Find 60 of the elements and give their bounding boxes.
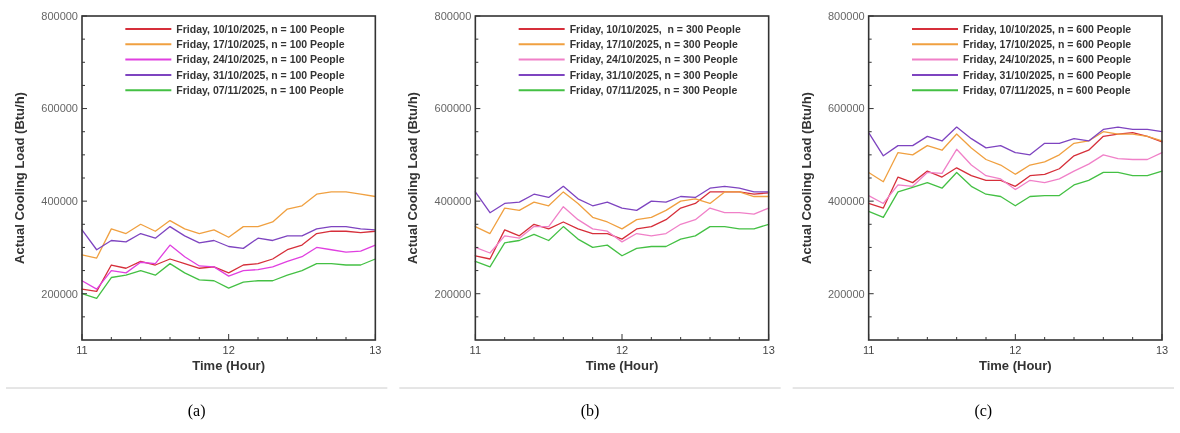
line-series [474,206,770,254]
line-series [868,126,1163,157]
line-series [81,191,376,259]
legend-label: Friday, 17/10/2025, n = 300 People [569,37,739,50]
y-tick-label: 800000 [41,9,78,22]
legend-label: Friday, 31/10/2025, n = 100 People [176,68,345,81]
legend-label: Friday, 10/10/2025, n = 600 People [963,22,1132,35]
text: (a) [187,402,206,420]
legend-label: Friday, 31/10/2025, n = 300 People [569,68,739,81]
y-tick-label: 200000 [434,287,472,300]
x-tick-label: 11 [76,344,88,356]
text: (b) [580,402,600,420]
x-axis-title: Time (Hour) [978,358,1052,373]
y-tick-label: 600000 [434,102,472,115]
x-tick-label: 12 [615,344,629,356]
y-axis-title: Actual Cooling Load (Btu/h) [12,92,27,264]
y-tick-label: 400000 [827,194,865,207]
y-axis-title: Actual Cooling Load (Btu/h) [798,92,814,264]
line-series [81,244,376,290]
y-tick-label: 800000 [434,9,472,22]
y-tick-label: 800000 [827,9,865,22]
x-tick-label: 11 [469,344,482,356]
y-tick-label: 400000 [41,194,78,207]
x-axis-title: Time (Hour) [192,358,266,373]
x-tick-label: 13 [369,344,382,356]
legend-label: Friday, 07/11/2025, n = 300 People [569,83,738,96]
line-series [81,230,376,293]
legend-label: Friday, 24/10/2025, n = 300 People [569,53,739,66]
y-tick-label: 600000 [41,102,78,115]
line-series [474,185,770,214]
legend-label: Friday, 24/10/2025, n = 100 People [176,53,345,66]
legend-label: Friday, 07/11/2025, n = 600 People [963,83,1131,96]
line-series [81,258,376,299]
legend-label: Friday, 10/10/2025, n = 100 People [176,22,345,35]
y-tick-label: 200000 [827,287,865,300]
legend-label: Friday, 17/10/2025, n = 600 People [963,37,1132,50]
line-series [868,170,1163,218]
legend-label: Friday, 10/10/2025, n = 300 People [569,22,741,35]
y-tick-label: 600000 [827,102,865,115]
x-tick-label: 13 [1155,344,1169,356]
line-series [474,223,770,268]
text: (c) [974,402,993,420]
line-series [474,191,770,260]
line-series [474,191,770,235]
x-tick-label: 11 [862,344,875,356]
y-axis-title: Actual Cooling Load (Btu/h) [405,92,421,264]
line-series [868,131,1163,209]
line-series [868,148,1163,205]
legend-label: Friday, 07/11/2025, n = 100 People [176,83,345,96]
line-series [868,131,1163,183]
x-tick-label: 13 [762,344,775,356]
y-tick-label: 400000 [434,194,472,207]
legend-label: Friday, 31/10/2025, n = 600 People [963,68,1132,81]
x-tick-label: 12 [222,344,235,356]
x-tick-label: 12 [1009,344,1022,356]
x-axis-title: Time (Hour) [585,358,659,373]
line-series [81,225,376,251]
legend-label: Friday, 24/10/2025, n = 600 People [963,53,1132,66]
legend-label: Friday, 17/10/2025, n = 100 People [176,37,345,50]
y-tick-label: 200000 [41,287,78,300]
